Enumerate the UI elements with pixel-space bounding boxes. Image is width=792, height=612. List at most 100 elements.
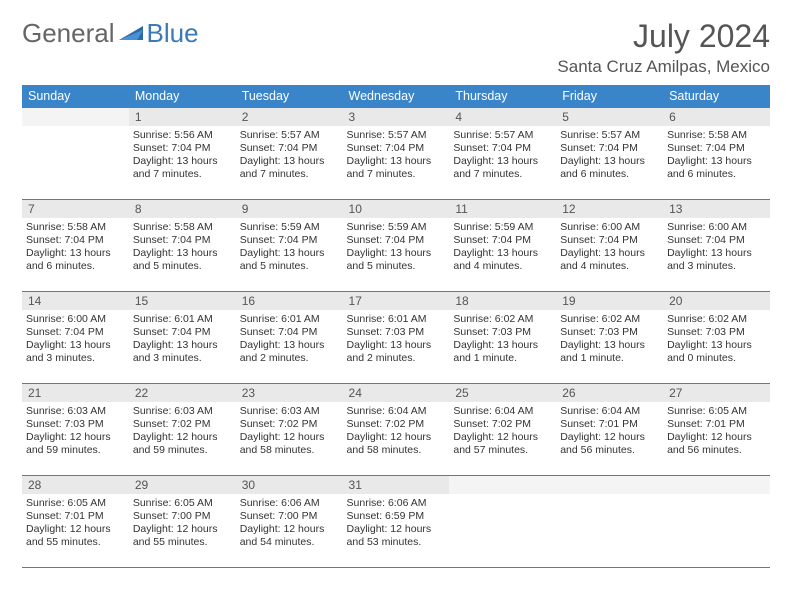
weekday-header: Friday <box>556 85 663 108</box>
calendar-day-cell: 3Sunrise: 5:57 AMSunset: 7:04 PMDaylight… <box>343 108 450 200</box>
sunrise-text: Sunrise: 5:57 AM <box>453 129 552 142</box>
sunset-text: Sunset: 7:04 PM <box>667 234 766 247</box>
calendar-day-cell: 24Sunrise: 6:04 AMSunset: 7:02 PMDayligh… <box>343 384 450 476</box>
daylight-text: Daylight: 13 hours and 7 minutes. <box>453 155 552 181</box>
calendar-week-row: 14Sunrise: 6:00 AMSunset: 7:04 PMDayligh… <box>22 292 770 384</box>
day-number: 16 <box>236 292 343 310</box>
day-number: 11 <box>449 200 556 218</box>
sunset-text: Sunset: 7:04 PM <box>560 234 659 247</box>
weekday-header: Thursday <box>449 85 556 108</box>
sunrise-text: Sunrise: 6:02 AM <box>560 313 659 326</box>
day-number: 18 <box>449 292 556 310</box>
daylight-text: Daylight: 12 hours and 59 minutes. <box>133 431 232 457</box>
day-content: Sunrise: 6:02 AMSunset: 7:03 PMDaylight:… <box>663 310 770 369</box>
daylight-text: Daylight: 13 hours and 3 minutes. <box>133 339 232 365</box>
sunrise-text: Sunrise: 5:57 AM <box>560 129 659 142</box>
calendar-day-cell: 26Sunrise: 6:04 AMSunset: 7:01 PMDayligh… <box>556 384 663 476</box>
sunrise-text: Sunrise: 5:58 AM <box>133 221 232 234</box>
day-number: 5 <box>556 108 663 126</box>
daylight-text: Daylight: 13 hours and 6 minutes. <box>26 247 125 273</box>
sunrise-text: Sunrise: 6:04 AM <box>453 405 552 418</box>
day-number: 13 <box>663 200 770 218</box>
day-content: Sunrise: 5:57 AMSunset: 7:04 PMDaylight:… <box>449 126 556 185</box>
day-number: 10 <box>343 200 450 218</box>
day-number: 29 <box>129 476 236 494</box>
day-number: 9 <box>236 200 343 218</box>
sunset-text: Sunset: 7:01 PM <box>560 418 659 431</box>
sunrise-text: Sunrise: 6:01 AM <box>133 313 232 326</box>
sunset-text: Sunset: 7:04 PM <box>667 142 766 155</box>
daylight-text: Daylight: 13 hours and 7 minutes. <box>347 155 446 181</box>
daylight-text: Daylight: 13 hours and 6 minutes. <box>667 155 766 181</box>
sunset-text: Sunset: 7:02 PM <box>347 418 446 431</box>
day-content: Sunrise: 5:58 AMSunset: 7:04 PMDaylight:… <box>129 218 236 277</box>
day-content: Sunrise: 6:00 AMSunset: 7:04 PMDaylight:… <box>556 218 663 277</box>
daylight-text: Daylight: 13 hours and 4 minutes. <box>453 247 552 273</box>
sunset-text: Sunset: 7:02 PM <box>133 418 232 431</box>
calendar-day-cell: 4Sunrise: 5:57 AMSunset: 7:04 PMDaylight… <box>449 108 556 200</box>
sunset-text: Sunset: 7:04 PM <box>240 142 339 155</box>
day-number: 23 <box>236 384 343 402</box>
day-number: 4 <box>449 108 556 126</box>
calendar-day-cell: 15Sunrise: 6:01 AMSunset: 7:04 PMDayligh… <box>129 292 236 384</box>
day-content: Sunrise: 6:01 AMSunset: 7:04 PMDaylight:… <box>236 310 343 369</box>
day-content: Sunrise: 5:58 AMSunset: 7:04 PMDaylight:… <box>663 126 770 185</box>
calendar-day-cell: 9Sunrise: 5:59 AMSunset: 7:04 PMDaylight… <box>236 200 343 292</box>
sunrise-text: Sunrise: 6:03 AM <box>240 405 339 418</box>
sunset-text: Sunset: 7:04 PM <box>453 142 552 155</box>
calendar-week-row: 7Sunrise: 5:58 AMSunset: 7:04 PMDaylight… <box>22 200 770 292</box>
daylight-text: Daylight: 12 hours and 56 minutes. <box>667 431 766 457</box>
day-number <box>556 476 663 494</box>
calendar-day-cell: 10Sunrise: 5:59 AMSunset: 7:04 PMDayligh… <box>343 200 450 292</box>
calendar-day-cell: 22Sunrise: 6:03 AMSunset: 7:02 PMDayligh… <box>129 384 236 476</box>
daylight-text: Daylight: 13 hours and 6 minutes. <box>560 155 659 181</box>
day-content: Sunrise: 5:57 AMSunset: 7:04 PMDaylight:… <box>236 126 343 185</box>
sunset-text: Sunset: 7:01 PM <box>667 418 766 431</box>
logo: General Blue <box>22 18 199 49</box>
weekday-header: Tuesday <box>236 85 343 108</box>
day-content: Sunrise: 6:03 AMSunset: 7:03 PMDaylight:… <box>22 402 129 461</box>
sunrise-text: Sunrise: 6:02 AM <box>453 313 552 326</box>
daylight-text: Daylight: 12 hours and 58 minutes. <box>347 431 446 457</box>
day-number: 3 <box>343 108 450 126</box>
day-content: Sunrise: 5:59 AMSunset: 7:04 PMDaylight:… <box>343 218 450 277</box>
day-number: 24 <box>343 384 450 402</box>
day-number: 19 <box>556 292 663 310</box>
calendar-day-cell: 21Sunrise: 6:03 AMSunset: 7:03 PMDayligh… <box>22 384 129 476</box>
weekday-header: Sunday <box>22 85 129 108</box>
daylight-text: Daylight: 13 hours and 5 minutes. <box>347 247 446 273</box>
daylight-text: Daylight: 13 hours and 7 minutes. <box>240 155 339 181</box>
day-content: Sunrise: 5:57 AMSunset: 7:04 PMDaylight:… <box>556 126 663 185</box>
sunrise-text: Sunrise: 5:57 AM <box>347 129 446 142</box>
day-number: 25 <box>449 384 556 402</box>
sunset-text: Sunset: 7:02 PM <box>240 418 339 431</box>
calendar-day-cell: 12Sunrise: 6:00 AMSunset: 7:04 PMDayligh… <box>556 200 663 292</box>
sunset-text: Sunset: 7:02 PM <box>453 418 552 431</box>
calendar-day-cell: 7Sunrise: 5:58 AMSunset: 7:04 PMDaylight… <box>22 200 129 292</box>
day-content: Sunrise: 6:03 AMSunset: 7:02 PMDaylight:… <box>236 402 343 461</box>
logo-text-blue: Blue <box>147 18 199 49</box>
sunrise-text: Sunrise: 6:03 AM <box>133 405 232 418</box>
sunrise-text: Sunrise: 6:01 AM <box>240 313 339 326</box>
calendar-day-cell <box>449 476 556 568</box>
calendar-week-row: 28Sunrise: 6:05 AMSunset: 7:01 PMDayligh… <box>22 476 770 568</box>
calendar-day-cell: 31Sunrise: 6:06 AMSunset: 6:59 PMDayligh… <box>343 476 450 568</box>
sunset-text: Sunset: 7:04 PM <box>26 326 125 339</box>
daylight-text: Daylight: 13 hours and 2 minutes. <box>347 339 446 365</box>
day-number: 31 <box>343 476 450 494</box>
sunrise-text: Sunrise: 6:02 AM <box>667 313 766 326</box>
calendar-day-cell: 25Sunrise: 6:04 AMSunset: 7:02 PMDayligh… <box>449 384 556 476</box>
sunset-text: Sunset: 7:03 PM <box>453 326 552 339</box>
month-title: July 2024 <box>557 18 770 55</box>
day-number: 15 <box>129 292 236 310</box>
header: General Blue July 2024 Santa Cruz Amilpa… <box>22 18 770 77</box>
daylight-text: Daylight: 13 hours and 2 minutes. <box>240 339 339 365</box>
calendar-day-cell: 18Sunrise: 6:02 AMSunset: 7:03 PMDayligh… <box>449 292 556 384</box>
day-content: Sunrise: 6:00 AMSunset: 7:04 PMDaylight:… <box>663 218 770 277</box>
day-number: 2 <box>236 108 343 126</box>
day-number: 22 <box>129 384 236 402</box>
day-content: Sunrise: 6:03 AMSunset: 7:02 PMDaylight:… <box>129 402 236 461</box>
day-number: 17 <box>343 292 450 310</box>
calendar-day-cell: 2Sunrise: 5:57 AMSunset: 7:04 PMDaylight… <box>236 108 343 200</box>
day-content: Sunrise: 6:04 AMSunset: 7:01 PMDaylight:… <box>556 402 663 461</box>
